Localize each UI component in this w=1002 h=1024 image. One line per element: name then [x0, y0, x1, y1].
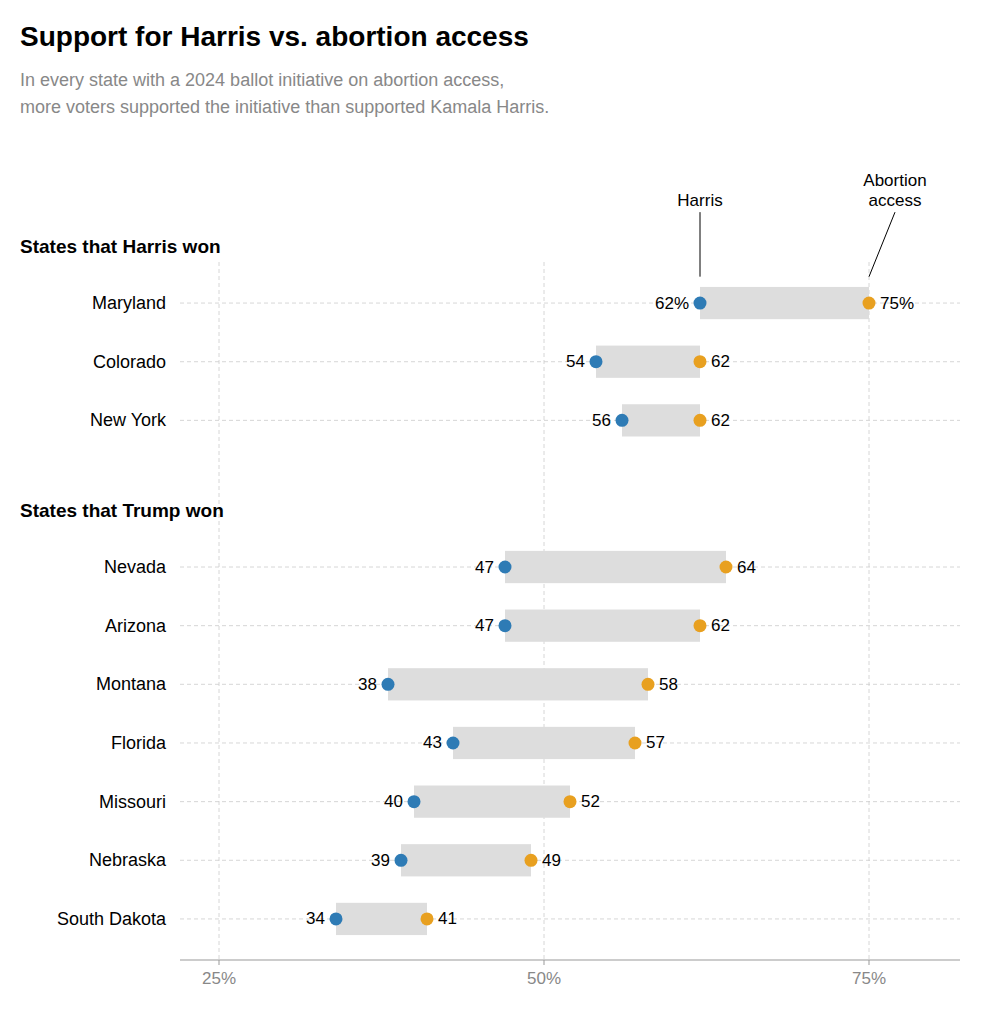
dot — [395, 854, 408, 867]
dot — [499, 561, 512, 574]
data-label: 62 — [711, 411, 730, 430]
category-label: New York — [90, 410, 167, 430]
x-tick-label: 50% — [527, 969, 561, 988]
group-header: States that Harris won — [20, 236, 221, 257]
data-label: 40 — [384, 792, 403, 811]
category-labels: Maryland Colorado New York Nevada Arizona Mon… — [20, 236, 224, 929]
data-label: 75% — [880, 294, 914, 313]
grid-line-x — [869, 262, 870, 960]
dot — [564, 795, 577, 808]
data-label: 52 — [581, 792, 600, 811]
connector-bar — [414, 786, 570, 818]
dot — [720, 561, 733, 574]
data-label: 54 — [566, 352, 585, 371]
data-label: 57 — [646, 733, 665, 752]
group-header: States that Trump won — [20, 500, 224, 521]
legend-entry-line: access — [869, 191, 922, 210]
legend-entry-line: Abortion — [863, 171, 926, 190]
dot — [408, 795, 421, 808]
dot — [499, 619, 512, 632]
grid-line-y — [180, 860, 960, 861]
connector-bar — [336, 903, 427, 935]
category-label: Montana — [96, 674, 167, 694]
connector-bar — [453, 727, 635, 759]
dot — [694, 297, 707, 310]
title: Support for Harris vs. abortion access — [20, 21, 529, 52]
data-label: 38 — [358, 675, 377, 694]
dot — [525, 854, 538, 867]
category-label: Nebraska — [89, 850, 167, 870]
x-axis: 25% 50% 75% — [180, 960, 960, 988]
legend-leader — [869, 212, 895, 277]
data-label: 64 — [737, 558, 756, 577]
marks — [330, 287, 876, 935]
dot — [382, 678, 395, 691]
category-label: Missouri — [99, 792, 166, 812]
category-label: Nevada — [104, 557, 167, 577]
dot — [629, 736, 642, 749]
dot — [694, 414, 707, 427]
grid-line-y — [180, 420, 960, 421]
connector-bar — [505, 551, 726, 583]
legend-entry: Abortionaccess — [863, 171, 926, 210]
data-label: 41 — [438, 909, 457, 928]
legend-entry: Harris — [677, 191, 722, 210]
connector-bar — [505, 610, 700, 642]
connector-bar — [596, 346, 700, 378]
x-tick — [869, 960, 870, 965]
connector-bar — [388, 668, 648, 700]
category-label: South Dakota — [57, 909, 167, 929]
dot — [694, 619, 707, 632]
data-label: 56 — [592, 411, 611, 430]
category-label: Arizona — [105, 616, 167, 636]
category-label: Florida — [111, 733, 167, 753]
grid-line-y — [180, 918, 960, 919]
connector-bar — [700, 287, 869, 319]
legend: Harris Abortionaccess — [677, 171, 926, 277]
data-label: 39 — [371, 851, 390, 870]
x-tick — [544, 960, 545, 965]
x-tick-label: 75% — [852, 969, 886, 988]
connector-bar — [401, 844, 531, 876]
data-label: 47 — [475, 616, 494, 635]
category-label: Colorado — [93, 352, 166, 372]
dot — [642, 678, 655, 691]
x-tick — [219, 960, 220, 965]
data-label: 62 — [711, 352, 730, 371]
x-axis-line — [180, 960, 960, 961]
dot — [863, 297, 876, 310]
connector-bar — [622, 404, 700, 436]
subtitle-line: more voters supported the initiative tha… — [20, 97, 549, 117]
data-label: 49 — [542, 851, 561, 870]
data-label: 58 — [659, 675, 678, 694]
data-labels: 62% 54 56 47 47 38 43 40 39 34 75% 62 62 64 62 58 57 52 49… — [306, 294, 914, 929]
dot — [330, 912, 343, 925]
data-label: 43 — [423, 733, 442, 752]
subtitle-line: In every state with a 2024 ballot initia… — [20, 70, 504, 90]
data-label: 62 — [711, 616, 730, 635]
data-label: 47 — [475, 558, 494, 577]
dot — [421, 912, 434, 925]
dot — [616, 414, 629, 427]
category-label: Maryland — [92, 293, 166, 313]
chart: Support for Harris vs. abortion access In… — [0, 0, 1002, 1024]
dot — [447, 736, 460, 749]
dot — [694, 355, 707, 368]
data-label: 62% — [655, 294, 689, 313]
grid — [180, 262, 960, 960]
subtitle: In every state with a 2024 ballot initia… — [20, 70, 549, 117]
legend-leader — [700, 212, 701, 277]
x-tick-label: 25% — [202, 969, 236, 988]
data-label: 34 — [306, 909, 325, 928]
grid-line-x — [219, 262, 220, 960]
dot — [590, 355, 603, 368]
legend-entry-line: Harris — [677, 191, 722, 210]
